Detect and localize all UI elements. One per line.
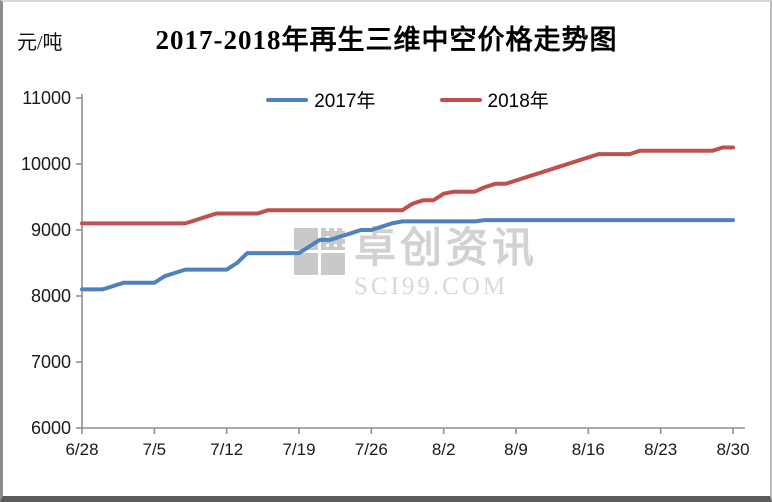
y-tick-label: 9000: [31, 220, 71, 240]
x-tick-label: 7/26: [355, 440, 388, 459]
x-tick-label: 8/9: [504, 440, 528, 459]
logo-block: [294, 253, 318, 275]
price-trend-line-chart: 6000 7000 8000 9000 10000 11000 6/28 7/5 7/12 7/1…: [21, 88, 750, 459]
legend-label-2018: 2018年: [487, 91, 549, 112]
legend-label-2017: 2017年: [314, 91, 376, 112]
series-line-2018: [80, 145, 735, 226]
x-tick-label: 7/19: [282, 440, 315, 459]
logo-block: [321, 253, 345, 275]
x-tick-label: 7/12: [210, 440, 243, 459]
watermark-domain: SCI99.COM: [354, 273, 509, 300]
y-axis-unit-label: 元/吨: [17, 32, 63, 54]
series-line-2017: [80, 218, 735, 292]
x-tick-label: 8/2: [432, 440, 456, 459]
legend-line-swatch-2018: [439, 97, 482, 102]
legend: 2017年 2018年: [82, 86, 733, 113]
x-tick-label: 8/23: [644, 440, 677, 459]
x-tick-label: 6/28: [65, 440, 98, 459]
sci99-logo-icon: [294, 228, 346, 276]
x-tick-label: 7/5: [143, 440, 167, 459]
watermark-text: 卓创资讯 SCI99.COM: [354, 228, 538, 299]
legend-item-2018: 2018年: [439, 86, 549, 113]
legend-line-swatch-2017: [266, 97, 309, 102]
watermark: 卓创资讯 SCI99.COM: [294, 228, 538, 299]
y-tick-label: 8000: [31, 286, 71, 306]
chart-title: 2017-2018年再生三维中空价格走势图: [155, 25, 618, 55]
legend-item-2017: 2017年: [266, 86, 376, 113]
x-tick-label: 8/30: [716, 440, 749, 459]
y-tick-label: 6000: [31, 418, 71, 438]
y-tick-label: 7000: [31, 352, 71, 372]
watermark-brand: 卓创资讯: [354, 226, 539, 272]
x-tick-label: 8/16: [572, 440, 605, 459]
y-tick-label: 10000: [21, 154, 71, 174]
y-tick-label: 11000: [22, 88, 71, 108]
